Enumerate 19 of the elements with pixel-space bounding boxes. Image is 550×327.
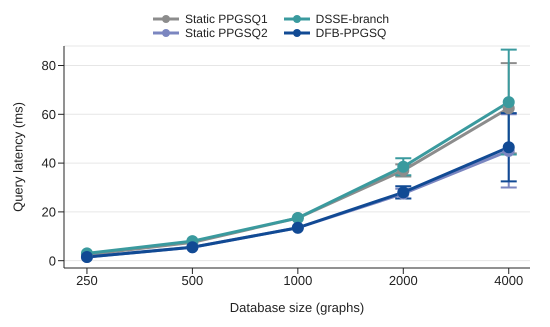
point [502,96,515,108]
point [502,141,515,154]
x-axis-title: Database size (graphs) [230,300,364,315]
y-tick-label: 60 [42,106,56,122]
x-tick-label: 250 [76,273,98,288]
x-tick-label: 1000 [283,273,312,288]
legend-label: Static PPGSQ2 [184,26,268,40]
x-tick-label: 2000 [388,273,418,288]
y-axis-title: Query latency (ms) [10,102,26,212]
y-tick-label: 80 [42,58,56,74]
x-tick-label: 500 [182,273,204,288]
y-tick-label: 20 [42,204,56,220]
legend-label: Static PPGSQ1 [184,12,268,26]
point [397,160,410,173]
legend-label: DFB-PPGSQ [316,26,386,40]
x-tick-label: 4000 [494,273,524,288]
legend-label: DSSE-branch [316,12,390,26]
y-tick-label: 0 [48,253,56,268]
y-tick-label: 40 [42,156,56,171]
